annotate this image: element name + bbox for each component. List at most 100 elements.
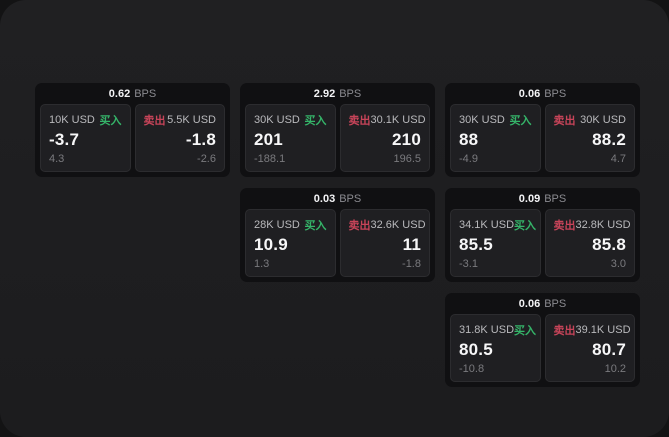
quote-card: 0.06 BPS 30K USD 买入 88 -4.9 卖出 30K USD <box>445 83 640 177</box>
buy-amount: 10K USD <box>49 114 95 126</box>
buy-panel[interactable]: 31.8K USD 买入 80.5 -10.8 <box>450 314 541 382</box>
buy-label: 买入 <box>509 115 532 127</box>
buy-panel[interactable]: 30K USD 买入 201 -188.1 <box>245 104 336 172</box>
buy-label: 买入 <box>514 220 537 232</box>
sell-panel[interactable]: 卖出 39.1K USD 80.7 10.2 <box>544 314 635 382</box>
sell-panel-top: 卖出 5.5K USD <box>144 112 217 128</box>
buy-sub-value: -10.8 <box>459 363 485 375</box>
sell-panel-top: 卖出 39.1K USD <box>553 322 631 338</box>
bps-unit-label: BPS <box>544 297 567 310</box>
buy-value: 201 <box>254 130 283 149</box>
card-header: 0.62 BPS <box>40 83 225 104</box>
sell-panel-top: 卖出 32.8K USD <box>553 217 631 233</box>
sell-label: 卖出 <box>553 325 576 337</box>
buy-value: 80.5 <box>459 340 493 359</box>
buy-panel-top: 30K USD 买入 <box>459 112 532 128</box>
sell-sub-value: 3.0 <box>610 258 626 270</box>
buy-amount: 28K USD <box>254 219 300 231</box>
sell-sub-value: 196.5 <box>393 153 421 165</box>
sell-sub-value: -1.8 <box>402 258 421 270</box>
buy-sub-value: -4.9 <box>459 153 478 165</box>
buy-amount: 34.1K USD <box>459 219 515 231</box>
sell-panel-top: 卖出 30.1K USD <box>348 112 426 128</box>
sell-value: 210 <box>392 130 421 149</box>
sell-amount: 30.1K USD <box>370 114 426 126</box>
sell-amount: 32.6K USD <box>370 219 426 231</box>
buy-sell-panels: 31.8K USD 买入 80.5 -10.8 卖出 39.1K USD 80.… <box>450 314 635 382</box>
card-header: 0.06 BPS <box>450 293 635 314</box>
buy-amount: 30K USD <box>254 114 300 126</box>
buy-panel-top: 28K USD 买入 <box>254 217 327 233</box>
sell-value: 11 <box>402 235 421 254</box>
buy-label: 买入 <box>514 325 537 337</box>
buy-panel-top: 31.8K USD 买入 <box>459 322 536 338</box>
sell-panel[interactable]: 卖出 32.8K USD 85.8 3.0 <box>544 209 635 277</box>
sell-label: 卖出 <box>143 115 166 127</box>
buy-panel-top: 10K USD 买入 <box>49 112 122 128</box>
buy-amount: 30K USD <box>459 114 505 126</box>
sell-sub-value: 10.2 <box>604 363 626 375</box>
buy-sub-value: 4.3 <box>49 153 65 165</box>
quote-card: 0.03 BPS 28K USD 买入 10.9 1.3 卖出 32.6K US… <box>240 188 435 282</box>
sell-panel[interactable]: 卖出 30.1K USD 210 196.5 <box>339 104 430 172</box>
buy-sub-value: 1.3 <box>254 258 270 270</box>
sell-value: -1.8 <box>185 130 216 149</box>
sell-panel[interactable]: 卖出 5.5K USD -1.8 -2.6 <box>134 104 225 172</box>
buy-panel-top: 34.1K USD 买入 <box>459 217 536 233</box>
buy-panel[interactable]: 10K USD 买入 -3.7 4.3 <box>40 104 131 172</box>
sell-amount: 39.1K USD <box>575 324 631 336</box>
card-header: 0.03 BPS <box>245 188 430 209</box>
buy-sell-panels: 34.1K USD 买入 85.5 -3.1 卖出 32.8K USD 85.8… <box>450 209 635 277</box>
buy-value: 88 <box>459 130 479 149</box>
buy-panel[interactable]: 30K USD 买入 88 -4.9 <box>450 104 541 172</box>
buy-label: 买入 <box>99 115 122 127</box>
buy-sub-value: -3.1 <box>459 258 478 270</box>
buy-panel[interactable]: 28K USD 买入 10.9 1.3 <box>245 209 336 277</box>
sell-value: 80.7 <box>592 340 626 359</box>
sell-label: 卖出 <box>348 220 371 232</box>
sell-sub-value: -2.6 <box>197 153 216 165</box>
quote-card: 0.62 BPS 10K USD 买入 -3.7 4.3 卖出 5.5K USD <box>35 83 230 177</box>
sell-panel-top: 卖出 30K USD <box>554 112 627 128</box>
buy-label: 买入 <box>304 220 327 232</box>
bps-value: 0.03 <box>313 192 336 205</box>
quote-card: 0.09 BPS 34.1K USD 买入 85.5 -3.1 卖出 32.8K… <box>445 188 640 282</box>
card-header: 2.92 BPS <box>245 83 430 104</box>
sell-panel[interactable]: 卖出 30K USD 88.2 4.7 <box>544 104 635 172</box>
buy-value: 85.5 <box>459 235 493 254</box>
bps-value: 0.06 <box>518 87 541 100</box>
buy-sell-panels: 30K USD 买入 201 -188.1 卖出 30.1K USD 210 1… <box>245 104 430 172</box>
sell-panel-top: 卖出 32.6K USD <box>348 217 426 233</box>
buy-label: 买入 <box>304 115 327 127</box>
sell-amount: 32.8K USD <box>575 219 631 231</box>
sell-value: 88.2 <box>592 130 626 149</box>
bps-value: 0.06 <box>518 297 541 310</box>
sell-sub-value: 4.7 <box>610 153 626 165</box>
bps-unit-label: BPS <box>339 192 362 205</box>
buy-sell-panels: 28K USD 买入 10.9 1.3 卖出 32.6K USD 11 -1.8 <box>245 209 430 277</box>
buy-sell-panels: 30K USD 买入 88 -4.9 卖出 30K USD 88.2 4.7 <box>450 104 635 172</box>
buy-panel-top: 30K USD 买入 <box>254 112 327 128</box>
buy-amount: 31.8K USD <box>459 324 515 336</box>
quote-card: 0.06 BPS 31.8K USD 买入 80.5 -10.8 卖出 39.1… <box>445 293 640 387</box>
bps-value: 0.62 <box>108 87 131 100</box>
quote-cards-grid: 0.62 BPS 10K USD 买入 -3.7 4.3 卖出 5.5K USD <box>35 83 640 387</box>
sell-amount: 5.5K USD <box>167 114 216 126</box>
bps-unit-label: BPS <box>134 87 157 100</box>
bps-unit-label: BPS <box>544 192 567 205</box>
card-header: 0.09 BPS <box>450 188 635 209</box>
sell-amount: 30K USD <box>580 114 626 126</box>
card-header: 0.06 BPS <box>450 83 635 104</box>
sell-panel[interactable]: 卖出 32.6K USD 11 -1.8 <box>339 209 430 277</box>
sell-label: 卖出 <box>348 115 371 127</box>
buy-value: 10.9 <box>254 235 288 254</box>
bps-unit-label: BPS <box>544 87 567 100</box>
bps-value: 0.09 <box>518 192 541 205</box>
sell-label: 卖出 <box>553 220 576 232</box>
bps-value: 2.92 <box>313 87 336 100</box>
buy-sell-panels: 10K USD 买入 -3.7 4.3 卖出 5.5K USD -1.8 -2.… <box>40 104 225 172</box>
sell-value: 85.8 <box>592 235 626 254</box>
buy-sub-value: -188.1 <box>254 153 286 165</box>
buy-panel[interactable]: 34.1K USD 买入 85.5 -3.1 <box>450 209 541 277</box>
